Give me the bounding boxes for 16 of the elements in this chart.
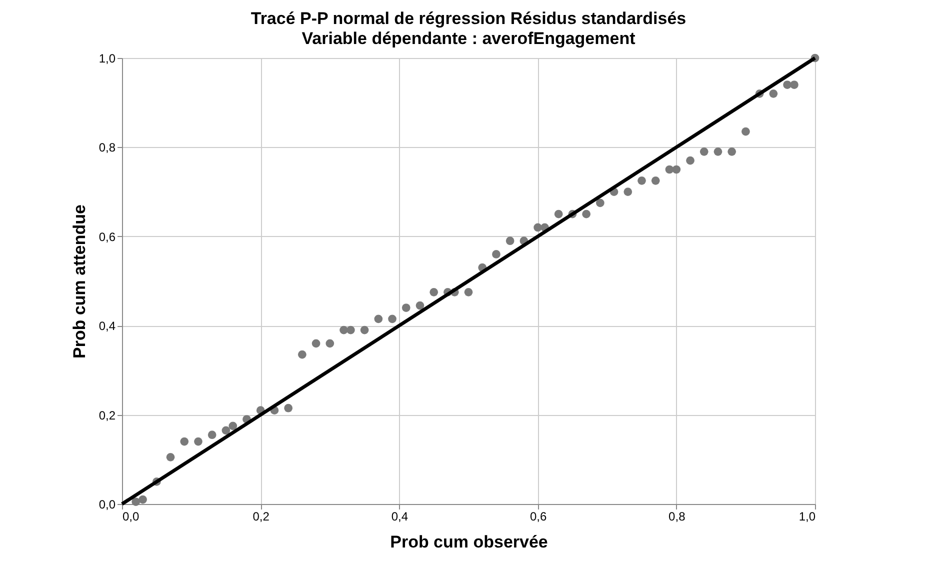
x-tick-label: 0,6	[530, 510, 547, 524]
x-tick-label: 0,8	[668, 510, 686, 524]
x-tick-label: 0,2	[252, 510, 270, 524]
y-tick-label: 0,4	[98, 319, 116, 334]
y-tick-label: 0,6	[98, 230, 116, 244]
x-tick-label: 0,0	[122, 510, 140, 524]
y-tick-label: 0,2	[98, 408, 116, 422]
x-tick-label: 1,0	[798, 510, 816, 524]
y-tick-label: 1,0	[98, 52, 116, 66]
chart-title: Tracé P-P normal de régression Résidus standardisés	[250, 9, 686, 28]
y-axis-title: Prob cum attendue	[70, 204, 89, 358]
y-tick-label: 0,0	[98, 498, 116, 512]
x-axis-title: Prob cum observée	[390, 532, 548, 552]
chart-subtitle: Variable dépendante : averofEngagement	[302, 29, 636, 48]
x-tick-label: 0,4	[391, 510, 408, 524]
y-tick-label: 0,8	[98, 140, 116, 155]
